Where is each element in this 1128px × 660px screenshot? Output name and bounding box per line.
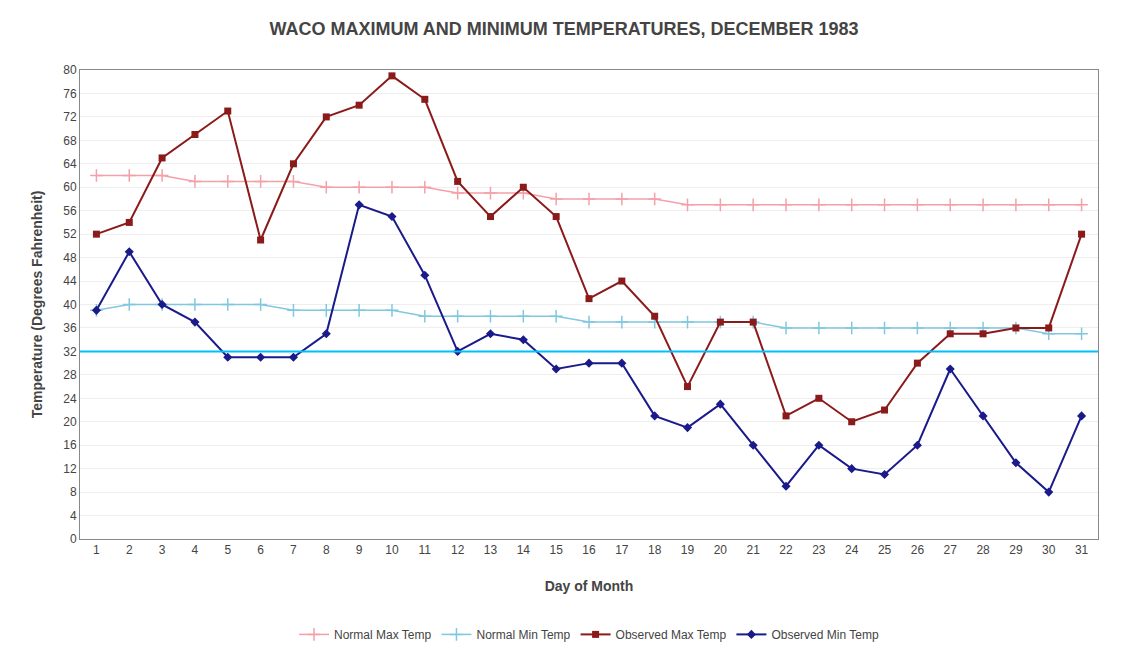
svg-text:Observed Max Temp: Observed Max Temp (616, 628, 727, 642)
svg-text:80: 80 (63, 63, 77, 77)
svg-text:Normal Max Temp: Normal Max Temp (334, 628, 431, 642)
svg-text:7: 7 (290, 543, 297, 557)
svg-text:WACO MAXIMUM AND MINIMUM TEMPE: WACO MAXIMUM AND MINIMUM TEMPERATURES, D… (269, 19, 858, 39)
svg-text:4: 4 (192, 543, 199, 557)
svg-text:60: 60 (63, 180, 77, 194)
svg-text:25: 25 (878, 543, 892, 557)
svg-text:29: 29 (1009, 543, 1023, 557)
svg-text:0: 0 (70, 532, 77, 546)
svg-text:27: 27 (944, 543, 958, 557)
svg-text:24: 24 (63, 392, 77, 406)
svg-text:Normal Min Temp: Normal Min Temp (476, 628, 570, 642)
svg-text:72: 72 (63, 110, 77, 124)
svg-text:40: 40 (63, 298, 77, 312)
svg-text:4: 4 (70, 509, 77, 523)
svg-text:48: 48 (63, 251, 77, 265)
svg-text:2: 2 (126, 543, 133, 557)
svg-text:16: 16 (582, 543, 596, 557)
svg-text:16: 16 (63, 438, 77, 452)
svg-text:8: 8 (323, 543, 330, 557)
svg-text:52: 52 (63, 227, 77, 241)
svg-text:15: 15 (549, 543, 563, 557)
svg-text:Temperature (Degrees Fahrenhei: Temperature (Degrees Fahrenheit) (29, 191, 45, 419)
svg-text:24: 24 (845, 543, 859, 557)
svg-text:19: 19 (681, 543, 695, 557)
svg-text:44: 44 (63, 274, 77, 288)
svg-text:10: 10 (385, 543, 399, 557)
svg-text:26: 26 (911, 543, 925, 557)
svg-text:11: 11 (419, 543, 432, 557)
svg-text:8: 8 (70, 485, 77, 499)
svg-text:20: 20 (714, 543, 728, 557)
svg-text:18: 18 (648, 543, 662, 557)
svg-text:36: 36 (63, 321, 77, 335)
svg-text:12: 12 (63, 462, 77, 476)
svg-text:14: 14 (517, 543, 531, 557)
svg-text:12: 12 (451, 543, 465, 557)
svg-text:22: 22 (779, 543, 793, 557)
svg-text:76: 76 (63, 87, 77, 101)
svg-text:31: 31 (1075, 543, 1089, 557)
svg-text:64: 64 (63, 157, 77, 171)
svg-text:6: 6 (257, 543, 264, 557)
svg-text:68: 68 (63, 134, 77, 148)
svg-text:1: 1 (93, 543, 100, 557)
svg-text:23: 23 (812, 543, 826, 557)
svg-text:20: 20 (63, 415, 77, 429)
svg-text:3: 3 (159, 543, 166, 557)
svg-text:13: 13 (484, 543, 498, 557)
svg-text:9: 9 (356, 543, 363, 557)
svg-text:5: 5 (224, 543, 231, 557)
svg-text:Day of Month: Day of Month (545, 578, 634, 594)
svg-text:56: 56 (63, 204, 77, 218)
svg-text:28: 28 (976, 543, 990, 557)
svg-text:30: 30 (1042, 543, 1056, 557)
svg-text:32: 32 (63, 345, 77, 359)
svg-text:28: 28 (63, 368, 77, 382)
svg-text:21: 21 (747, 543, 761, 557)
svg-text:17: 17 (615, 543, 629, 557)
svg-text:Observed Min Temp: Observed Min Temp (771, 628, 878, 642)
